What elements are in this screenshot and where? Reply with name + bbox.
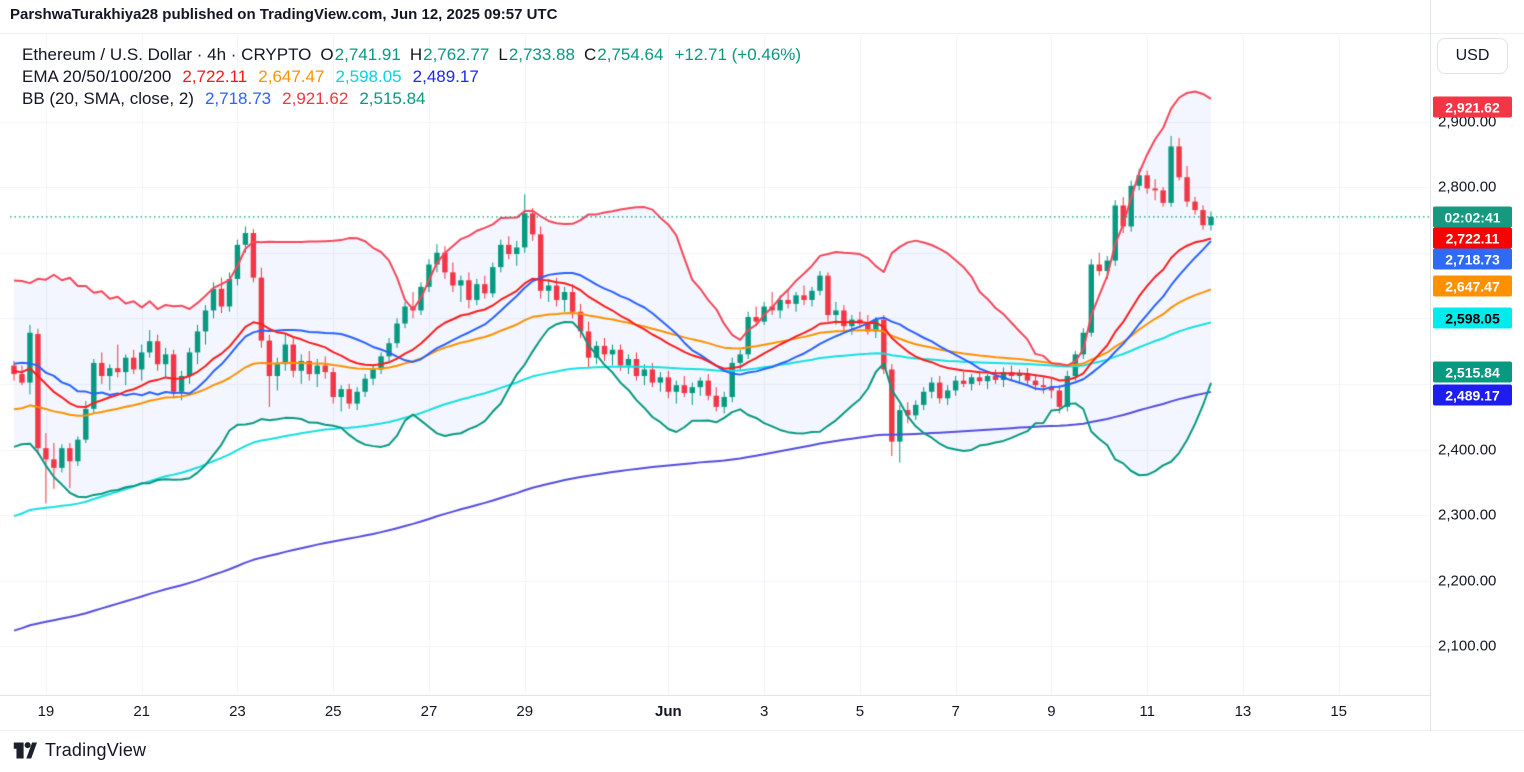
ema-indicator-label[interactable]: EMA 20/50/100/200 xyxy=(22,67,172,86)
time-tick-label: 7 xyxy=(951,703,960,720)
legend-symbol-row[interactable]: Ethereum / U.S. Dollar · 4h · CRYPTO O2,7… xyxy=(22,44,801,65)
bb-values: 2,718.73 2,921.62 2,515.84 xyxy=(194,89,426,108)
time-tick-label: 27 xyxy=(420,703,438,720)
footer-separator xyxy=(0,730,1524,731)
chart-legend: Ethereum / U.S. Dollar · 4h · CRYPTO O2,7… xyxy=(22,44,801,109)
price-axis-badge: 2,718.73 xyxy=(1433,248,1512,270)
indicator-value: 2,598.05 xyxy=(335,67,402,86)
time-tick-label: 23 xyxy=(229,703,246,720)
price-axis-badge: 2,921.62 xyxy=(1433,96,1512,118)
price-axis-badge: 2,722.11 xyxy=(1433,227,1512,249)
indicator-value: 2,722.11 xyxy=(182,67,248,86)
legend-bb-row[interactable]: BB (20, SMA, close, 2) 2,718.73 2,921.62 2,… xyxy=(22,88,801,109)
ohlc-value: 2,762.77 xyxy=(423,45,490,64)
ohlc-letter: L xyxy=(498,45,508,64)
time-tick-label: 3 xyxy=(759,703,769,720)
price-tick-label: 2,300.00 xyxy=(1438,506,1497,524)
price-axis-separator xyxy=(1430,0,1431,730)
time-tick-label: 11 xyxy=(1139,703,1155,720)
ohlc-letter: H xyxy=(409,45,423,64)
symbol-title[interactable]: Ethereum / U.S. Dollar · 4h · CRYPTO xyxy=(22,45,312,64)
time-axis-separator xyxy=(0,695,1430,696)
publish-watermark: ParshwaTurakhiya28 published on TradingV… xyxy=(10,6,558,23)
ema-values: 2,722.11 2,647.47 2,598.05 2,489.17 xyxy=(171,67,478,86)
watermark-bar: ParshwaTurakhiya28 published on TradingV… xyxy=(0,0,1524,34)
time-tick-label: 19 xyxy=(37,703,55,720)
currency-toggle-button[interactable]: USD xyxy=(1437,38,1508,74)
time-tick-label: 21 xyxy=(133,703,151,720)
symbol-ohlc-values: O2,741.91 H2,762.77 L2,733.88 C2,754.64 +12.… xyxy=(311,45,801,64)
time-tick-label: 25 xyxy=(324,703,342,720)
legend-ema-row[interactable]: EMA 20/50/100/200 2,722.11 2,647.47 2,598.0… xyxy=(22,66,801,87)
indicator-value: 2,647.47 xyxy=(258,67,325,86)
time-tick-label: 13 xyxy=(1234,703,1252,720)
price-tick-label: 2,100.00 xyxy=(1438,637,1497,655)
ohlc-letter: O xyxy=(320,45,334,64)
price-change: +12.71 (+0.46%) xyxy=(674,45,802,64)
ohlc-value: 2,733.88 xyxy=(508,45,575,64)
ohlc-letter: C xyxy=(583,45,597,64)
indicator-value: 2,718.73 xyxy=(204,89,272,108)
time-tick-label: Jun xyxy=(655,703,682,720)
indicator-value: 2,489.17 xyxy=(412,67,479,86)
time-tick-label: 15 xyxy=(1330,703,1348,720)
ohlc-value: 2,741.91 xyxy=(334,45,401,64)
price-axis-badge: 2,515.84 xyxy=(1433,361,1512,383)
ohlc-value: 2,754.64 xyxy=(597,45,664,64)
price-tick-label: 2,200.00 xyxy=(1438,572,1497,590)
price-chart-canvas[interactable] xyxy=(0,0,1430,730)
price-tick-label: 2,800.00 xyxy=(1438,178,1497,196)
price-axis-badge: 2,647.47 xyxy=(1433,275,1512,297)
indicator-value: 2,921.62 xyxy=(282,89,349,108)
tradingview-logo-icon xyxy=(13,742,37,759)
time-tick-label: 5 xyxy=(855,703,865,720)
bb-indicator-label[interactable]: BB (20, SMA, close, 2) xyxy=(22,89,194,108)
time-tick-label: 9 xyxy=(1047,703,1056,720)
countdown-badge: 02:02:41 xyxy=(1433,206,1512,228)
price-axis-badge: 2,598.05 xyxy=(1433,307,1512,329)
price-tick-label: 2,400.00 xyxy=(1438,441,1497,458)
tradingview-branding[interactable]: TradingView xyxy=(12,738,146,763)
time-tick-label: 29 xyxy=(516,703,534,720)
tradingview-logo-text: TradingView xyxy=(45,740,147,760)
indicator-value: 2,515.84 xyxy=(359,89,426,108)
price-axis-badge: 2,489.17 xyxy=(1433,384,1512,406)
